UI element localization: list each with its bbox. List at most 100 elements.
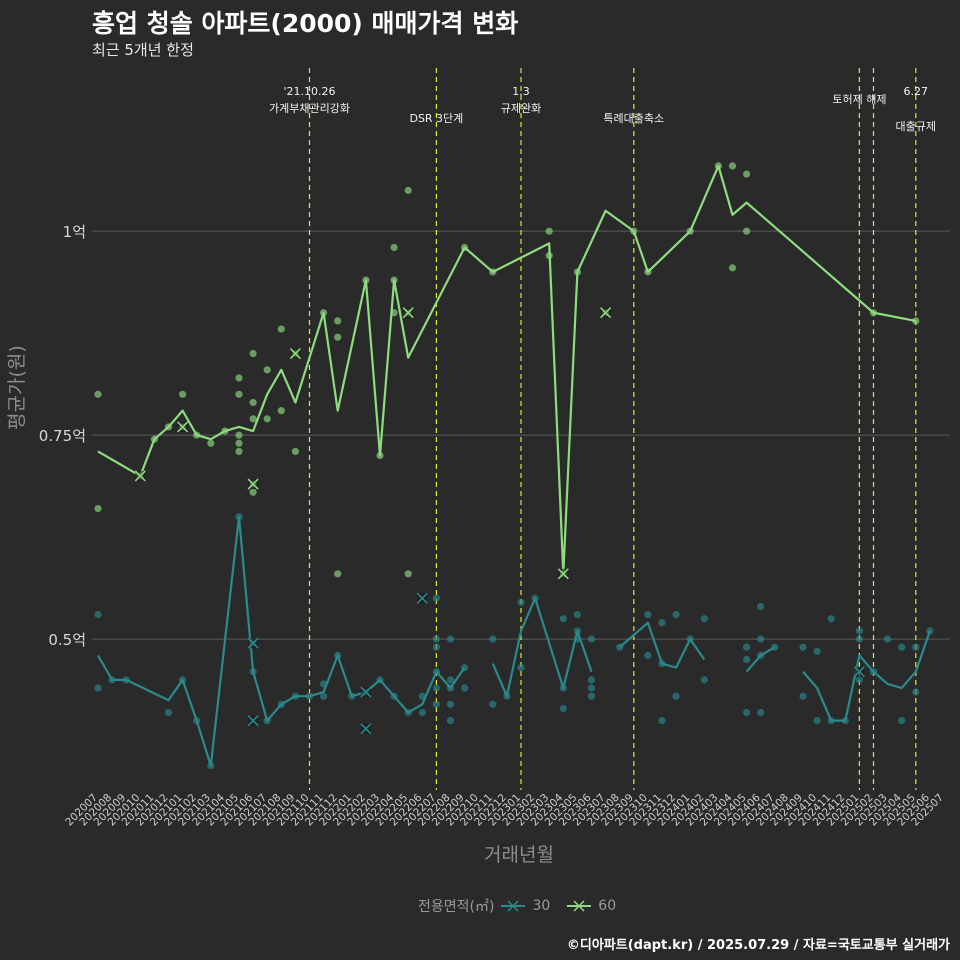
data-point-30 <box>94 684 102 692</box>
y-axis-label: 평균가(원) <box>6 345 28 430</box>
y-tick-label: 0.75억 <box>39 427 86 445</box>
legend-label-30: 30 <box>532 898 551 914</box>
data-point-60 <box>249 398 257 407</box>
data-point-30 <box>432 635 440 643</box>
data-point-30 <box>587 692 596 700</box>
data-point-30 <box>855 635 864 643</box>
cancelled-marker-60 <box>557 568 569 580</box>
series-line-30 <box>618 621 706 669</box>
data-point-30 <box>757 708 765 717</box>
legend-key-60 <box>566 897 592 915</box>
data-point-30 <box>799 692 807 700</box>
data-point-60 <box>728 264 737 272</box>
data-point-30 <box>418 708 426 717</box>
event-label: DSR 3단계 <box>409 112 463 125</box>
data-point-60 <box>94 390 102 398</box>
data-point-30 <box>559 615 567 623</box>
cancelled-marker-30 <box>247 637 259 649</box>
data-point-30 <box>320 692 328 700</box>
data-point-30 <box>757 635 765 643</box>
data-point-30 <box>644 651 652 659</box>
event-label: 6.27 <box>904 85 929 98</box>
data-point-30 <box>587 676 596 684</box>
event-label: 규제완화 <box>501 102 541 115</box>
data-point-60 <box>912 317 920 325</box>
data-point-30 <box>587 684 596 692</box>
data-point-60 <box>235 390 243 398</box>
data-point-60 <box>277 325 285 333</box>
data-point-60 <box>263 415 271 423</box>
data-point-60 <box>743 170 751 178</box>
data-point-60 <box>235 439 243 447</box>
data-point-60 <box>277 407 285 415</box>
data-point-30 <box>432 700 440 708</box>
data-point-30 <box>743 655 751 664</box>
cancelled-marker-60 <box>134 470 146 482</box>
data-point-30 <box>432 684 440 692</box>
data-point-30 <box>446 635 455 643</box>
data-point-30 <box>855 676 864 684</box>
data-point-30 <box>799 643 807 651</box>
data-point-60 <box>390 243 398 252</box>
data-point-30 <box>94 610 102 619</box>
event-label: 대출규제 <box>896 120 936 133</box>
legend-label-60: 60 <box>598 898 617 914</box>
data-point-60 <box>545 227 553 235</box>
data-point-60 <box>334 570 342 578</box>
data-point-30 <box>644 610 652 619</box>
data-point-60 <box>235 431 243 439</box>
data-point-30 <box>559 704 567 713</box>
data-point-60 <box>179 390 187 398</box>
data-point-30 <box>672 692 680 700</box>
data-point-30 <box>898 717 906 725</box>
series-line-30 <box>97 515 466 767</box>
data-point-60 <box>404 570 412 578</box>
data-point-30 <box>672 610 680 619</box>
data-point-30 <box>164 708 173 717</box>
data-point-60 <box>249 349 257 358</box>
data-point-60 <box>404 186 412 194</box>
cancelled-marker-30 <box>360 723 372 735</box>
legend-key-30 <box>500 897 526 915</box>
data-point-30 <box>884 635 892 643</box>
cancelled-marker-60 <box>402 307 414 319</box>
cancelled-marker-60 <box>177 421 189 433</box>
event-label: 특례대출축소 <box>603 112 664 125</box>
cancelled-marker-60 <box>289 347 301 360</box>
series-line-30 <box>802 630 931 722</box>
series-line-60 <box>97 164 917 575</box>
data-point-30 <box>517 598 525 606</box>
cancelled-marker-30 <box>853 666 865 678</box>
data-point-30 <box>757 602 765 611</box>
data-point-30 <box>743 708 751 717</box>
source-caption: ©디아파트(dapt.kr) / 2025.07.29 / 자료=국토교통부 실… <box>566 938 950 953</box>
data-point-60 <box>235 374 243 382</box>
data-point-60 <box>249 415 257 423</box>
legend: 전용면적(㎡) 30 60 <box>418 896 626 916</box>
data-point-60 <box>207 439 215 447</box>
data-point-30 <box>446 700 455 708</box>
data-point-30 <box>912 688 920 696</box>
data-point-30 <box>912 643 920 651</box>
data-point-60 <box>291 447 299 456</box>
data-point-30 <box>446 676 455 684</box>
data-point-30 <box>855 627 864 635</box>
y-tick-label: 1억 <box>63 223 86 241</box>
event-label: 토허제 해제 <box>832 92 886 106</box>
data-point-60 <box>94 504 102 513</box>
data-point-30 <box>587 635 596 643</box>
data-point-30 <box>432 643 440 651</box>
data-point-60 <box>263 366 271 374</box>
data-point-60 <box>249 488 257 496</box>
data-point-30 <box>898 643 906 651</box>
y-tick-label: 0.5억 <box>48 631 86 649</box>
data-point-30 <box>700 676 708 684</box>
event-label: '21.10.26 <box>283 85 335 98</box>
data-point-30 <box>461 684 469 692</box>
data-point-30 <box>700 615 708 623</box>
data-point-30 <box>813 717 821 725</box>
cancelled-marker-30 <box>360 686 372 698</box>
data-point-30 <box>432 594 440 602</box>
data-point-30 <box>489 700 497 708</box>
